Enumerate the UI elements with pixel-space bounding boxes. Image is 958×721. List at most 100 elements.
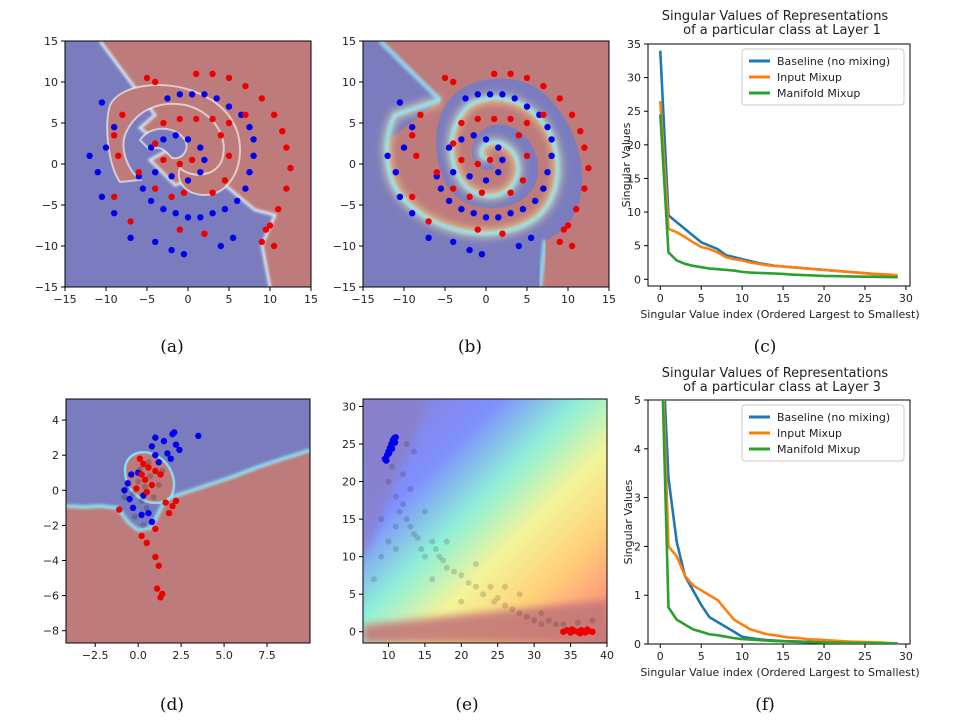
scatter-point-projected: [135, 478, 142, 485]
scatter-point-class-0: [474, 91, 481, 98]
scatter-point-class-0: [167, 455, 175, 462]
panel-d-frame: [65, 398, 311, 644]
panel-e-frame: [362, 398, 608, 644]
scatter-point-class-1: [287, 164, 294, 172]
scatter-point-class-1: [225, 152, 233, 159]
scatter-point-projected: [440, 557, 447, 564]
scatter-point-projected: [553, 621, 560, 628]
scatter-point-class-0: [482, 214, 490, 221]
scatter-point-class-1: [458, 156, 465, 164]
y-tick-label: 10: [627, 206, 641, 219]
scatter-point-class-0: [176, 91, 183, 98]
y-tick-label: 2: [52, 449, 59, 462]
scatter-point-class-1: [275, 205, 282, 213]
scatter-point-class-0: [383, 457, 390, 464]
scatter-point-class-0: [201, 156, 208, 164]
scatter-point-class-0: [409, 210, 416, 217]
scatter-point-class-1: [155, 562, 162, 569]
scatter-point-class-0: [400, 144, 408, 151]
scatter-point-projected: [147, 473, 154, 480]
series-line-input-mixup: [658, 101, 898, 277]
scatter-point-projected: [421, 508, 428, 515]
scatter-point-class-0: [152, 451, 159, 459]
scatter-point-class-1: [478, 189, 486, 196]
panel-d: −2.5 0.0 2.5 5.0 7.5 −8 −6 −4 −2 0 2 4 (d): [43, 398, 311, 715]
scatter-point-class-1: [160, 119, 167, 127]
scatter-point-projected: [429, 538, 436, 545]
scatter-point-class-0: [470, 132, 477, 139]
scatter-point-projected: [403, 441, 410, 448]
scatter-point-projected: [392, 546, 399, 553]
scatter-point-class-0: [396, 99, 404, 106]
legend-box: [741, 48, 905, 106]
x-tick-label: 5: [698, 292, 705, 305]
legend-label: Baseline (no mixing): [777, 411, 890, 424]
scatter-point-class-0: [184, 177, 192, 184]
scatter-point-class-0: [213, 95, 220, 102]
scatter-point-class-1: [111, 132, 118, 139]
scatter-point-class-0: [111, 123, 118, 131]
scatter-point-class-0: [148, 518, 156, 526]
scatter-point-class-1: [115, 152, 122, 159]
scatter-point-class-1: [523, 119, 531, 127]
scatter-point-projected: [392, 523, 399, 530]
x-tick-label: −15: [351, 293, 374, 306]
scatter-point-class-0: [147, 144, 155, 151]
scatter-point-class-0: [409, 123, 416, 131]
scatter-point-class-0: [482, 136, 490, 143]
scatter-point-class-0: [195, 432, 202, 440]
scatter-point-class-0: [458, 205, 465, 213]
scatter-point-class-1: [486, 156, 494, 164]
scatter-point-class-1: [507, 70, 514, 78]
scatter-point-projected: [370, 576, 377, 583]
scatter-point-class-1: [193, 115, 200, 123]
scatter-point-class-0: [515, 242, 522, 250]
scatter-point-projected: [389, 463, 396, 470]
scatter-point-projected: [538, 609, 545, 616]
y-tick-label: 0: [349, 158, 356, 171]
scatter-point-class-1: [450, 185, 457, 192]
scatter-point-class-0: [246, 123, 253, 131]
y-tick-label: 5: [634, 394, 641, 407]
scatter-point-class-0: [470, 210, 477, 217]
scatter-point-projected: [494, 594, 501, 601]
scatter-point-class-1: [169, 502, 176, 510]
scatter-point-class-0: [548, 152, 555, 159]
scatter-point-class-1: [491, 70, 498, 78]
scatter-point-class-1: [499, 230, 506, 237]
scatter-point-class-1: [564, 222, 572, 229]
scatter-point-projected: [509, 606, 516, 613]
scatter-point-class-1: [262, 226, 270, 233]
scatter-point-class-1: [283, 144, 290, 151]
scatter-point-class-0: [164, 450, 171, 457]
scatter-point-class-1: [523, 74, 531, 82]
y-tick-label: 5: [349, 117, 356, 130]
scatter-point-class-1: [458, 119, 465, 127]
x-tick-label: 25: [858, 650, 872, 663]
scatter-point-class-1: [143, 539, 150, 547]
scatter-point-projected: [523, 613, 530, 620]
scatter-point-projected: [403, 516, 410, 523]
scatter-point-class-1: [153, 585, 161, 592]
scatter-point-class-0: [499, 91, 506, 98]
scatter-point-class-1: [138, 471, 145, 478]
scatter-point-class-0: [94, 169, 102, 176]
panel-b: −15 −10 −5 0 5 10 15 −15 −10 −5 0 5 10 15 (b): [333, 35, 616, 357]
scatter-point-class-0: [388, 445, 396, 452]
scatter-point-class-1: [270, 242, 278, 250]
scatter-point-class-0: [147, 197, 155, 205]
scatter-point-class-1: [568, 111, 576, 119]
x-tick-label: 10: [735, 650, 749, 663]
scatter-point-class-1: [225, 119, 233, 127]
scatter-point-projected: [155, 482, 162, 489]
scatter-point-class-1: [573, 205, 580, 213]
scatter-point-class-0: [466, 173, 473, 180]
scatter-point-class-0: [458, 136, 465, 143]
scatter-point-class-1: [242, 82, 249, 90]
series-line-manifold-mixup: [658, 114, 898, 279]
y-tick-label: 15: [627, 172, 641, 185]
scatter-point-class-1: [176, 226, 183, 233]
legend-label: Input Mixup: [777, 427, 842, 440]
scatter-point-class-1: [209, 115, 216, 123]
scatter-point-projected: [487, 583, 494, 590]
